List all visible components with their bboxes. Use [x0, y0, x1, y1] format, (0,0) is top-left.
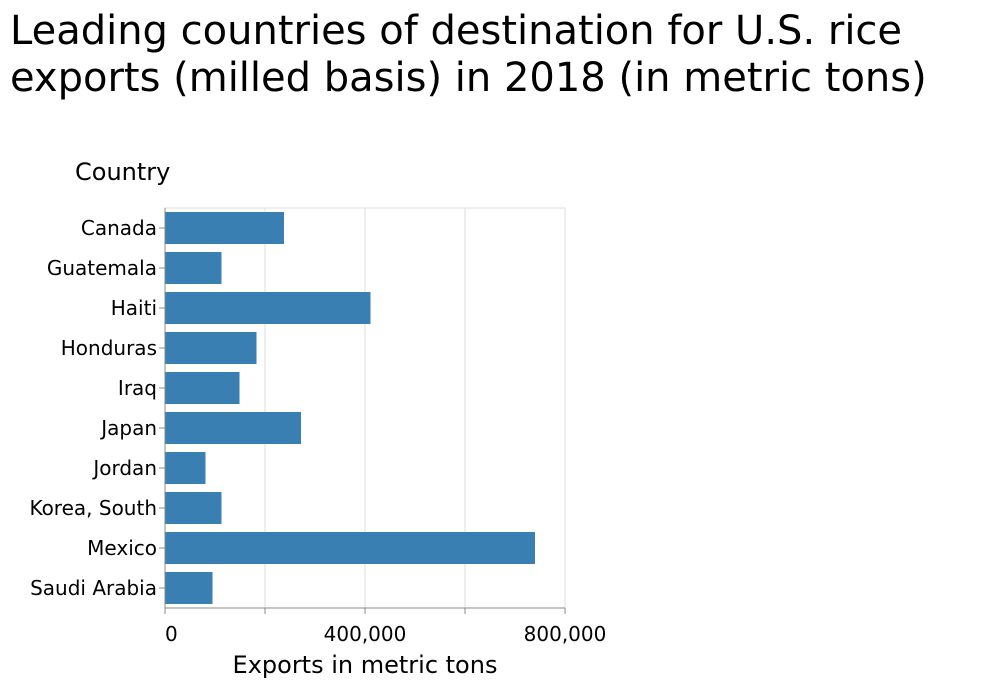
y-tick-label: Japan: [99, 416, 157, 440]
y-tick-label: Korea, South: [29, 496, 157, 520]
chart-title: Leading countries of destination for U.S…: [10, 8, 927, 101]
y-axis-title: Country: [75, 158, 170, 186]
x-axis-ticks: 0 400,000 800,000: [164, 608, 607, 646]
x-tick-label: 800,000: [524, 622, 607, 646]
x-tick-label: 0: [165, 622, 178, 646]
bar: [165, 292, 371, 324]
x-axis-title: Exports in metric tons: [233, 651, 498, 679]
bars: [165, 212, 535, 604]
y-tick-label: Saudi Arabia: [30, 576, 157, 600]
y-tick-label: Guatemala: [47, 256, 157, 280]
x-tick-label: 400,000: [324, 622, 407, 646]
y-tick-label: Honduras: [61, 336, 157, 360]
bar: [165, 412, 301, 444]
bar: [165, 212, 284, 244]
y-axis-ticks: Canada Guatemala Haiti Honduras Iraq Japan Jor…: [29, 216, 165, 600]
bar: [165, 252, 222, 284]
bar: [165, 572, 213, 604]
y-tick-label: Canada: [81, 216, 157, 240]
y-tick-label: Haiti: [111, 296, 157, 320]
bar: [165, 372, 240, 404]
bar: [165, 492, 222, 524]
bar: [165, 332, 257, 364]
y-tick-label: Mexico: [87, 536, 157, 560]
y-tick-label: Jordan: [91, 456, 157, 480]
bar: [165, 452, 206, 484]
bar: [165, 532, 535, 564]
y-tick-label: Iraq: [118, 376, 157, 400]
